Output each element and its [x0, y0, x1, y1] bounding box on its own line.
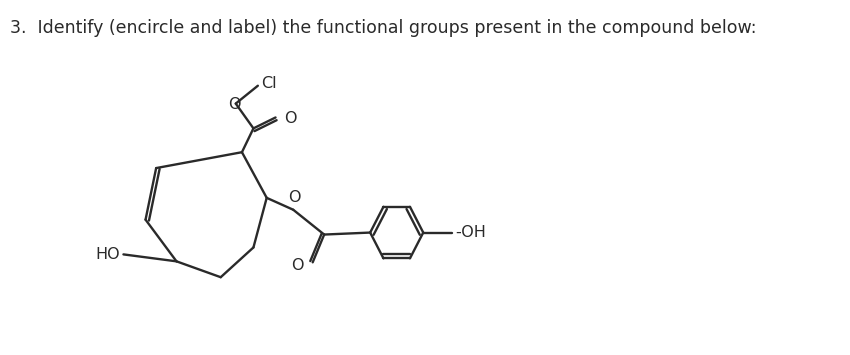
- Text: HO: HO: [95, 247, 120, 262]
- Text: O: O: [229, 97, 241, 112]
- Text: 3.  Identify (encircle and label) the functional groups present in the compound : 3. Identify (encircle and label) the fun…: [10, 19, 756, 37]
- Text: O: O: [292, 258, 303, 273]
- Text: Cl: Cl: [262, 76, 277, 91]
- Text: O: O: [285, 111, 297, 126]
- Text: -OH: -OH: [455, 225, 486, 240]
- Text: O: O: [288, 190, 300, 205]
